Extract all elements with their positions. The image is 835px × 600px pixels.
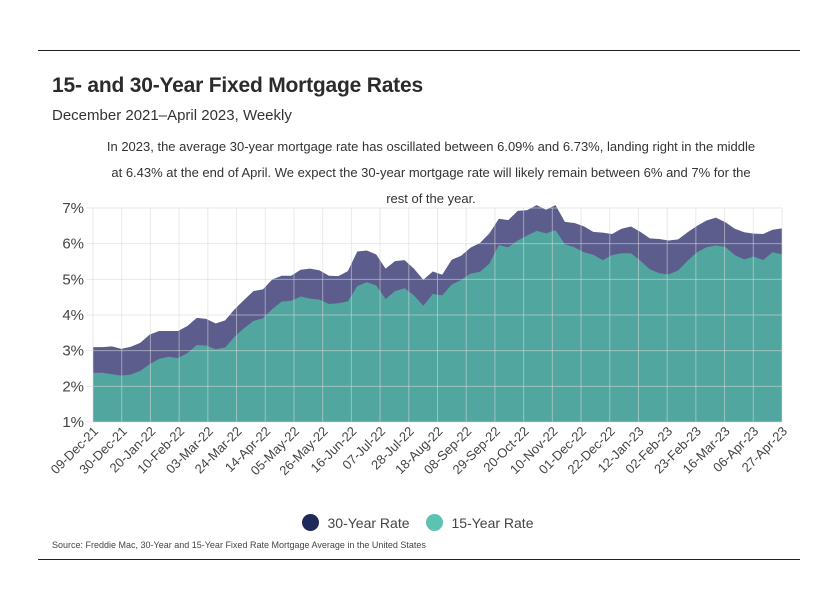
y-tick-label: 1% [62,414,84,431]
chart-annotation: In 2023, the average 30-year mortgage ra… [106,139,756,206]
y-tick-label: 2% [62,378,84,395]
chart-legend: 30-Year Rate 15-Year Rate [0,514,835,531]
y-tick-label: 5% [62,271,84,288]
top-divider [38,50,800,51]
y-tick-label: 3% [62,343,84,360]
legend-item-15-year[interactable]: 15-Year Rate [425,514,534,531]
y-tick-label: 4% [62,307,84,324]
bottom-divider [38,559,800,560]
source-note: Source: Freddie Mac, 30-Year and 15-Year… [52,540,426,550]
y-tick-label: 6% [62,236,84,253]
legend-label-30-year: 30-Year Rate [327,514,410,531]
y-tick-label: 7% [62,200,84,217]
legend-swatch-30-year [301,514,319,531]
chart-title: 15- and 30-Year Fixed Mortgage Rates [52,74,423,97]
legend-label-15-year: 15-Year Rate [451,514,534,531]
legend-swatch-15-year [425,514,443,531]
legend-item-30-year[interactable]: 30-Year Rate [301,514,410,531]
chart-subtitle: December 2021–April 2023, Weekly [52,107,292,124]
